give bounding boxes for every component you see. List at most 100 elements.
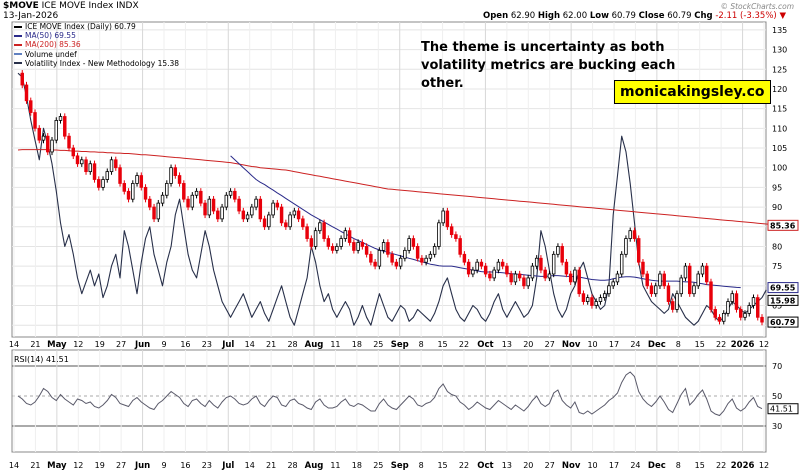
legend: ICE MOVE Index (Daily) 60.79 MA(50) 69.5…: [14, 22, 179, 68]
candle-up: [343, 230, 348, 239]
low-value: 60.79: [611, 11, 636, 21]
x-tick-label: 24: [630, 340, 640, 349]
legend-item-vix: Volatility Index - New Methodology 15.38: [14, 59, 179, 68]
candle-down: [649, 285, 654, 295]
candle-down: [203, 202, 207, 216]
candle-up: [292, 210, 297, 216]
x-tick-label: 8: [676, 340, 681, 349]
rsi-x-tick-label: 25: [373, 461, 383, 470]
x-tick-label: 10: [587, 340, 597, 349]
rsi-tick-label: 50: [772, 392, 782, 401]
rsi-x-tick-label: 22: [716, 461, 726, 470]
candle-down: [63, 116, 67, 137]
candle-up: [169, 167, 173, 184]
candle-up: [131, 183, 135, 200]
candle-up: [726, 301, 730, 314]
rsi-x-tick-label: Jul: [221, 461, 234, 471]
rsi-x-tick-label: 14: [9, 461, 19, 470]
candle-down: [237, 198, 241, 212]
legend-item-main: ICE MOVE Index (Daily) 60.79: [14, 22, 179, 31]
candle-down: [364, 246, 369, 255]
candle-down: [522, 277, 526, 287]
candle-up: [432, 246, 437, 255]
candle-up: [160, 194, 165, 204]
rsi-x-tick-label: 28: [287, 461, 297, 470]
candle-down: [705, 265, 709, 283]
rsi-x-tick-label: 18: [352, 461, 362, 470]
candle-down: [33, 112, 37, 129]
rsi-value-badge: [767, 403, 799, 415]
value-badge-label: 15.98: [770, 296, 796, 305]
annotation-text: The theme is uncertainty as both volatil…: [421, 40, 676, 91]
candle-up: [398, 257, 403, 267]
candle-up: [573, 269, 577, 283]
candle-up: [165, 183, 169, 196]
candle-down: [641, 261, 645, 275]
candle-up: [437, 222, 441, 247]
candle-down: [139, 175, 144, 188]
value-badge: [767, 219, 799, 231]
x-tick-label: 14: [9, 340, 19, 349]
legend-swatch: [14, 34, 22, 37]
rsi-x-tick-label: 27: [116, 461, 126, 470]
candle-down: [262, 218, 267, 228]
candle-down: [386, 242, 390, 255]
candle-up: [683, 265, 688, 279]
candle-down: [46, 135, 50, 153]
legend-item-ma200: MA(200) 85.36: [14, 40, 179, 49]
price-tick-label: 135: [772, 26, 787, 35]
candle-down: [37, 127, 41, 141]
candle-up: [250, 206, 254, 216]
candle-up: [335, 246, 339, 251]
rsi-panel: [11, 349, 767, 453]
candle-up: [751, 297, 756, 306]
candle-down: [241, 210, 246, 220]
candle-down: [24, 84, 29, 102]
rsi-value-badge-label: 41.51: [770, 405, 793, 414]
candle-down: [97, 179, 101, 188]
candle-down: [152, 206, 156, 220]
x-tick-label: 14: [245, 340, 255, 349]
x-tick-label: 22: [459, 340, 469, 349]
candle-up: [526, 277, 530, 287]
candle-up: [607, 285, 611, 295]
candle-down: [756, 297, 760, 318]
x-tick-label: 28: [287, 340, 297, 349]
ohlc-readout: Open 62.90 High 62.00 Low 60.79 Close 60…: [483, 11, 786, 22]
candle-down: [390, 253, 394, 263]
brand-label: monicakingsley.co: [614, 80, 771, 104]
rsi-x-tick-label: Aug: [305, 461, 324, 471]
candle-up: [471, 269, 475, 275]
low-label: Low: [589, 11, 609, 21]
candle-down: [454, 234, 458, 239]
rsi-x-tick-label: 15: [695, 461, 705, 470]
x-tick-label: 17: [609, 340, 619, 349]
candle-up: [534, 257, 539, 267]
rsi-x-tick-label: 12: [759, 461, 769, 470]
candle-up: [530, 265, 535, 279]
x-tick-label: 27: [116, 340, 126, 349]
rsi-x-tick-label: 24: [630, 461, 640, 470]
candle-down: [211, 198, 216, 212]
candle-down: [279, 206, 284, 224]
candle-down: [670, 301, 675, 310]
candle-up: [696, 273, 700, 287]
x-tick-label: 21: [30, 340, 40, 349]
candle-up: [50, 139, 54, 153]
candle-down: [709, 281, 713, 310]
chg-down-arrow-icon: ▼: [779, 11, 786, 21]
rsi-x-tick-label: Jun: [134, 461, 150, 471]
candle-down: [505, 265, 509, 275]
candle-down: [636, 238, 641, 263]
candle-up: [743, 312, 747, 318]
candle-down: [29, 100, 33, 113]
rsi-x-tick-label: 12: [73, 461, 83, 470]
candle-down: [330, 246, 335, 251]
rsi-x-tick-label: 21: [266, 461, 276, 470]
candle-up: [54, 120, 58, 141]
candle-down: [449, 226, 454, 236]
candle-down: [347, 230, 352, 243]
x-tick-label: Jul: [221, 340, 234, 350]
